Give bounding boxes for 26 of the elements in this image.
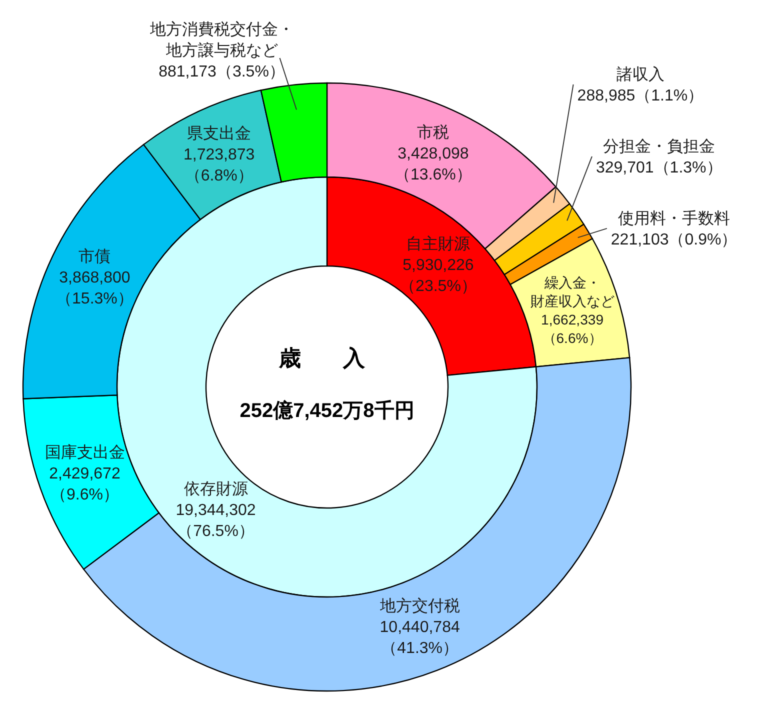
- slice-label: 市債: [78, 248, 111, 266]
- slice-label: 依存財源: [184, 481, 248, 498]
- slice-label: 県支出金: [187, 124, 252, 142]
- data-label: 329,701（1.3%）: [596, 160, 722, 177]
- slice-label: 国庫支出金: [44, 443, 125, 462]
- slice-label: 使用料・手数料: [618, 210, 730, 228]
- data-label: 10,440,784（41.3%）: [380, 619, 460, 658]
- data-label: 881,173（3.5%）: [158, 64, 285, 81]
- slice-label: 地方交付税: [378, 597, 460, 616]
- data-label: 288,985（1.1%）: [577, 88, 704, 105]
- slice-label: 諸収入: [616, 66, 664, 84]
- data-label: 1,723,873（6.8%）: [183, 146, 255, 184]
- slice-label: 分担金・負担金: [603, 138, 716, 156]
- slice-label: 地方消費税交付金・地方譲与税など: [148, 20, 294, 60]
- text: 252億7,452万8千円: [240, 399, 414, 422]
- text: 歳 入: [278, 346, 375, 371]
- slice-label: 繰入金・財産収入など: [530, 274, 614, 309]
- data-label: 3,428,098（13.6%）: [394, 146, 472, 184]
- data-label: 5,930,226（23.5%）: [400, 257, 477, 296]
- data-label: 1,662,339（6.6%）: [541, 311, 604, 346]
- slice-label: 市税: [417, 124, 450, 142]
- data-label: 3,868,800（15.3%）: [56, 270, 134, 308]
- slice-label: 自主財源: [406, 235, 470, 254]
- data-label: 2,429,672（9.6%）: [49, 465, 120, 504]
- data-label: 19,344,302（76.5%）: [176, 502, 256, 540]
- data-label: 221,103（0.9%）: [610, 232, 738, 249]
